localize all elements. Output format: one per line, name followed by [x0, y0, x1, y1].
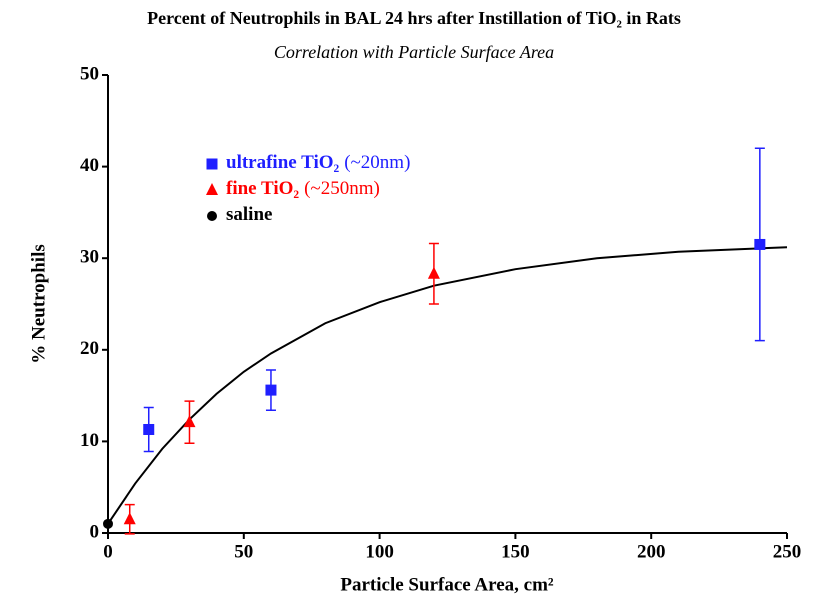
- x-tick-label: 0: [103, 541, 113, 562]
- y-tick-label: 40: [80, 155, 99, 176]
- legend-size: (~250nm): [304, 178, 380, 199]
- legend-label: ultrafine TiO₂ (~20nm): [226, 152, 410, 173]
- legend-name: ultrafine TiO₂: [226, 152, 340, 173]
- fit-curve: [107, 246, 788, 525]
- y-axis-label: % Neutrophils: [28, 244, 49, 363]
- y-tick-label: 10: [80, 430, 99, 451]
- data-point: [183, 415, 196, 428]
- y-tick-label: 20: [80, 338, 99, 359]
- y-tick-label: 0: [90, 521, 100, 542]
- legend-name: fine TiO₂: [226, 178, 299, 199]
- data-point: [754, 238, 766, 250]
- chart-title: Percent of Neutrophils in BAL 24 hrs aft…: [147, 8, 681, 28]
- legend-label: saline: [226, 204, 272, 225]
- x-tick-label: 200: [637, 541, 666, 562]
- x-tick-label: 100: [365, 541, 394, 562]
- data-point: [427, 266, 440, 279]
- legend-marker: [206, 158, 218, 170]
- chart-subtitle: Correlation with Particle Surface Area: [274, 42, 554, 62]
- data-point: [103, 518, 113, 529]
- x-axis-label: Particle Surface Area, cm²: [340, 574, 554, 595]
- data-point: [265, 384, 277, 396]
- legend-marker: [206, 183, 218, 195]
- legend-label: fine TiO₂ (~250nm): [226, 178, 380, 199]
- x-tick-label: 150: [501, 541, 530, 562]
- x-tick-label: 250: [773, 541, 802, 562]
- data-point: [143, 423, 155, 435]
- y-tick-label: 50: [80, 63, 99, 84]
- y-tick-label: 30: [80, 247, 99, 268]
- legend-size: (~20nm): [344, 152, 410, 173]
- legend-name: saline: [226, 204, 272, 225]
- x-tick-label: 50: [234, 541, 253, 562]
- legend-marker: [207, 211, 217, 221]
- data-point: [123, 512, 136, 525]
